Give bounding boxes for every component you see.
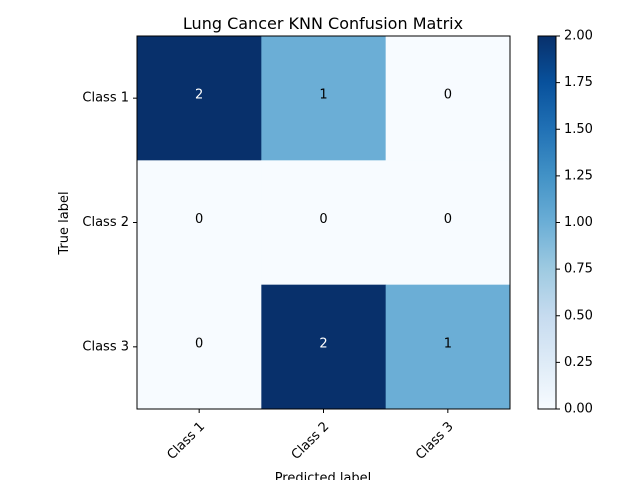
y-tick-label: Class 1 — [82, 91, 129, 106]
colorbar-tick-label: 1.50 — [564, 122, 593, 137]
colorbar-tick-label: 0.50 — [564, 308, 593, 323]
y-tick-label: Class 2 — [82, 215, 129, 230]
cell-value-label: 0 — [195, 212, 203, 227]
colorbar-tick-label: 0.25 — [564, 355, 593, 370]
colorbar-tick-label: 2.00 — [564, 29, 593, 44]
cell-value-label: 1 — [319, 88, 327, 103]
colorbar-tick-label: 0.00 — [564, 402, 593, 417]
matrix-cell — [261, 160, 387, 286]
y-tick-label: Class 3 — [82, 339, 129, 354]
matrix-cell — [137, 160, 262, 286]
colorbar-ticks: 0.00 0.25 0.50 0.75 1.00 1.25 1.50 1.75 2.00 — [556, 29, 593, 417]
cell-value-label: 0 — [319, 212, 327, 227]
colorbar-tick-label: 0.75 — [564, 262, 593, 277]
x-tick-label: Class 2 — [289, 419, 333, 463]
y-axis-label: True label — [57, 191, 72, 255]
x-tick-label: Class 3 — [413, 419, 457, 463]
x-tick-label: Class 1 — [164, 419, 208, 463]
cell-value-label: 1 — [444, 336, 452, 351]
y-axis: Class 1 Class 2 Class 3 — [82, 91, 137, 354]
cell-value-label: 2 — [319, 336, 327, 351]
cell-value-label: 2 — [195, 88, 203, 103]
matrix-cell — [261, 36, 387, 161]
matrix-cell — [137, 284, 262, 410]
chart-title: Lung Cancer KNN Confusion Matrix — [183, 14, 463, 33]
x-axis-label: Predicted label — [275, 471, 372, 480]
colorbar — [537, 35, 557, 410]
colorbar-tick-label: 1.25 — [564, 168, 593, 183]
x-axis: Class 1 Class 2 Class 3 — [164, 409, 457, 463]
matrix-cell — [385, 36, 511, 161]
matrix-cell — [137, 36, 262, 161]
cell-value-label: 0 — [444, 212, 452, 227]
matrix-cells: 2 1 0 0 0 0 0 2 1 — [137, 36, 511, 410]
matrix-cell — [261, 284, 387, 410]
cell-value-label: 0 — [444, 88, 452, 103]
matrix-cell — [385, 284, 511, 410]
colorbar-tick-label: 1.00 — [564, 215, 593, 230]
colorbar-tick-label: 1.75 — [564, 75, 593, 90]
cell-value-label: 0 — [195, 336, 203, 351]
matrix-cell — [385, 160, 511, 286]
